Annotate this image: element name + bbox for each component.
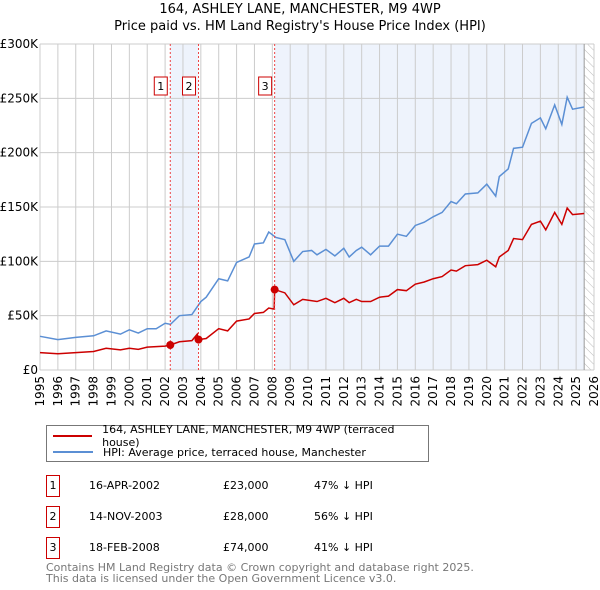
transaction-date: 18-FEB-2008 — [89, 541, 160, 554]
x-tick-label: 2011 — [319, 376, 333, 407]
legend-label: 164, ASHLEY LANE, MANCHESTER, M9 4WP (te… — [102, 423, 395, 449]
x-tick-label: 1998 — [87, 376, 101, 407]
price-chart: 1995 1996 1997 1998 1999 2000 2001 2002 2003 2004… — [0, 37, 600, 407]
x-tick-label: 1996 — [51, 376, 65, 407]
legend-swatch-blue — [53, 451, 93, 453]
sale-badge — [182, 76, 197, 96]
y-tick-label: £150K — [0, 200, 39, 214]
legend-swatch-red — [53, 435, 93, 437]
x-tick-label: 2010 — [301, 376, 315, 407]
transaction-hpi-diff: 56% ↓ HPI — [314, 510, 373, 523]
x-tick-label: 2022 — [516, 376, 530, 407]
transaction-row: 3 18-FEB-2008 £74,000 41% ↓ HPI — [46, 537, 546, 559]
legend-item-property: 164, ASHLEY LANE, MANCHESTER, M9 4WP (te… — [53, 423, 428, 449]
x-tick-label: 2001 — [140, 376, 154, 407]
transaction-date: 16-APR-2002 — [89, 479, 161, 492]
x-tick-label: 2013 — [355, 376, 369, 407]
sale-badge — [258, 76, 273, 96]
x-tick-label: 2012 — [337, 376, 351, 407]
x-tick-label: 2002 — [158, 376, 172, 407]
footer-copyright: Contains HM Land Registry data © Crown c… — [46, 561, 474, 574]
x-tick-label: 1995 — [33, 376, 47, 407]
sale-badge-label: 1 — [157, 80, 164, 93]
x-tick-label: 2003 — [176, 376, 190, 407]
x-tick-label: 1997 — [69, 376, 83, 407]
x-tick-label: 2024 — [551, 376, 565, 407]
transaction-hpi-diff: 47% ↓ HPI — [314, 479, 373, 492]
y-tick-label: £100K — [0, 254, 39, 268]
y-tick-label: £50K — [7, 309, 39, 323]
x-tick-label: 2020 — [480, 376, 494, 407]
x-tick-label: 1999 — [104, 376, 118, 407]
sale-badge — [153, 76, 168, 96]
x-tick-label: 2025 — [569, 376, 583, 407]
y-tick-label: £200K — [0, 146, 39, 160]
transaction-badge: 1 — [46, 475, 60, 497]
transaction-row: 1 16-APR-2002 £23,000 47% ↓ HPI — [46, 475, 546, 497]
series-line — [39, 94, 585, 341]
x-tick-label: 2000 — [122, 376, 136, 407]
sale-point — [270, 285, 279, 294]
x-tick-label: 2021 — [498, 376, 512, 407]
transaction-price: £23,000 — [223, 479, 269, 492]
legend: 164, ASHLEY LANE, MANCHESTER, M9 4WP (te… — [46, 423, 429, 462]
y-tick-label: £250K — [0, 91, 39, 105]
x-tick-label: 2014 — [373, 376, 387, 407]
legend-label: HPI: Average price, terraced house, Manc… — [103, 445, 366, 459]
transaction-price: £74,000 — [223, 541, 269, 554]
chart-subtitle: Price paid vs. HM Land Registry's House … — [114, 19, 486, 34]
x-tick-label: 2018 — [444, 376, 458, 407]
transaction-hpi-diff: 41% ↓ HPI — [314, 541, 373, 554]
x-tick-label: 2016 — [408, 376, 422, 407]
x-tick-label: 2007 — [247, 376, 261, 407]
y-tick-label: £300K — [0, 37, 39, 51]
transaction-badge: 2 — [46, 506, 60, 528]
sale-badge-label: 3 — [262, 80, 269, 93]
x-tick-label: 2004 — [194, 376, 208, 407]
chart-title: 164, ASHLEY LANE, MANCHESTER, M9 4WP — [159, 2, 441, 17]
sale-point — [194, 335, 203, 344]
sale-point — [166, 341, 175, 350]
x-tick-label: 2006 — [230, 376, 244, 407]
x-tick-label: 2009 — [283, 376, 297, 407]
x-tick-label: 2005 — [212, 376, 226, 407]
x-tick-label: 2026 — [587, 376, 600, 407]
x-tick-label: 2019 — [462, 376, 476, 407]
y-tick-label: £0 — [23, 363, 38, 377]
transaction-badge: 3 — [46, 537, 60, 559]
legend-item-hpi: HPI: Average price, terraced house, Manc… — [53, 444, 366, 460]
x-tick-label: 2017 — [426, 376, 440, 407]
footer-licence: This data is licensed under the Open Gov… — [46, 572, 397, 585]
x-tick-label: 2023 — [533, 376, 547, 407]
x-tick-label: 2015 — [390, 376, 404, 407]
transaction-date: 14-NOV-2003 — [89, 510, 163, 523]
transaction-row: 2 14-NOV-2003 £28,000 56% ↓ HPI — [46, 506, 546, 528]
sale-badge-label: 2 — [186, 80, 193, 93]
x-tick-label: 2008 — [265, 376, 279, 407]
transaction-price: £28,000 — [223, 510, 269, 523]
